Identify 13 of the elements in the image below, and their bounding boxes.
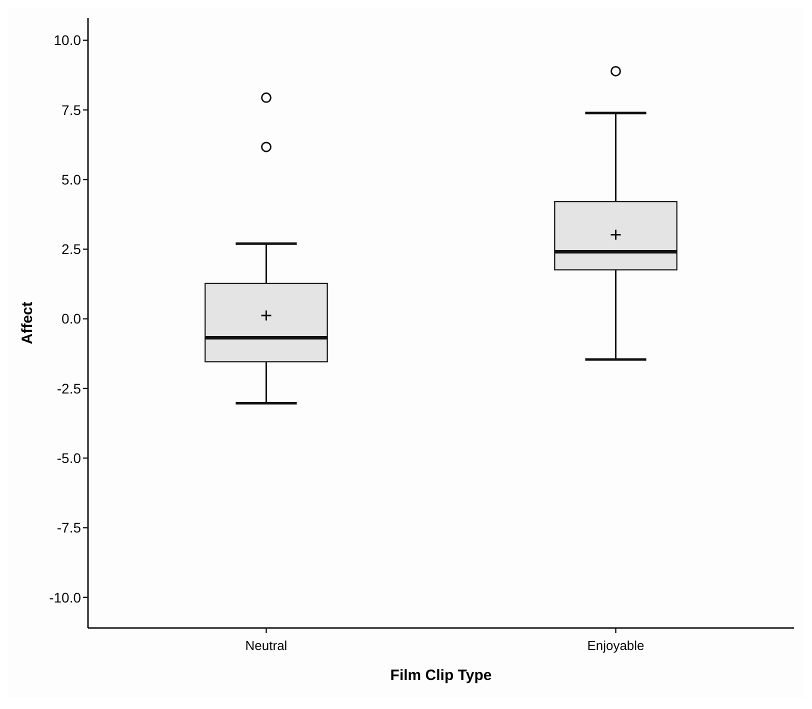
y-axis-title: Affect <box>19 302 36 344</box>
x-axis-title: Film Clip Type <box>390 667 492 684</box>
x-tick-label: Enjoyable <box>587 638 644 653</box>
x-tick-label: Neutral <box>245 638 288 653</box>
y-tick-label: 2.5 <box>62 241 82 258</box>
y-tick-label: 7.5 <box>62 102 82 118</box>
y-tick-label: -2.5 <box>56 380 82 396</box>
y-tick-label: 10.0 <box>54 32 82 48</box>
y-tick-label: -5.0 <box>56 450 82 466</box>
y-tick-label: 0.0 <box>62 310 82 327</box>
y-tick-label: -7.5 <box>56 520 82 536</box>
y-tick-label: 5.0 <box>62 171 82 188</box>
y-tick-label: -10.0 <box>49 589 82 606</box>
